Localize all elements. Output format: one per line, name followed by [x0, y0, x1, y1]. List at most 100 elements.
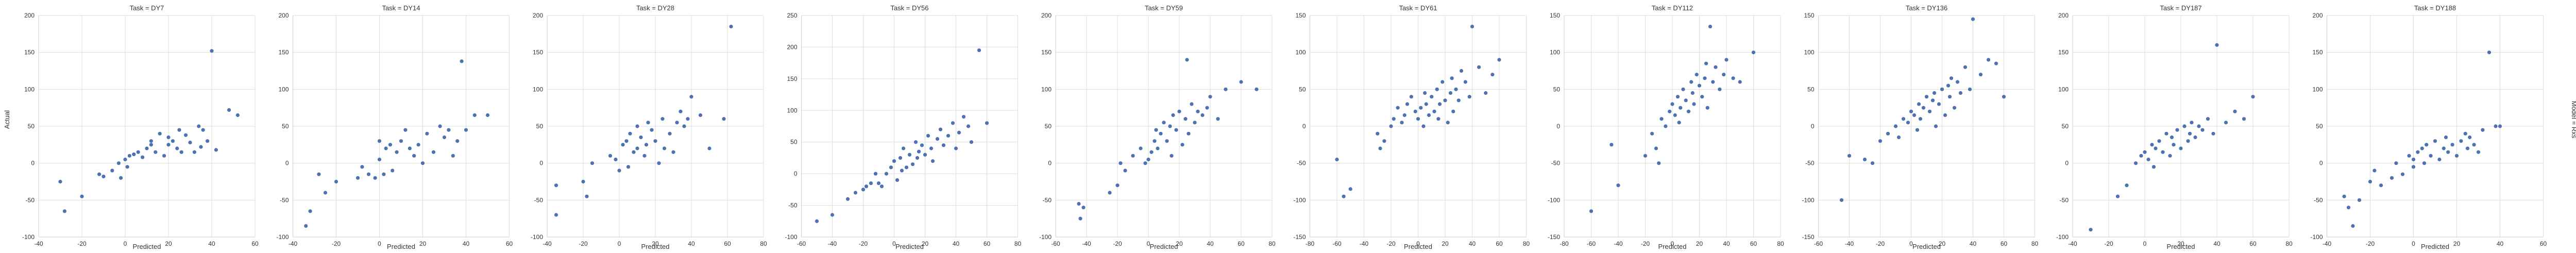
- x-axis-label: Predicted: [2167, 243, 2195, 250]
- facet-panel: -100 -50 0 50 100 150 200 -60 -40 -20 0 20 40 60 80 Tas…: [1039, 4, 1276, 250]
- y-tick-label: -100: [785, 233, 797, 241]
- data-point: [1978, 73, 1983, 77]
- facet-title: Task = DY136: [1906, 4, 1947, 12]
- data-point: [2154, 146, 2158, 150]
- data-point: [920, 143, 924, 147]
- data-point: [2468, 135, 2472, 140]
- x-tick-label: 20: [652, 240, 659, 247]
- data-point: [1165, 139, 1169, 143]
- data-point: [308, 209, 312, 213]
- data-point: [1146, 157, 1150, 162]
- data-point: [227, 108, 231, 112]
- data-point: [1940, 87, 1944, 91]
- y-tick-label: 200: [1041, 12, 1052, 19]
- data-point: [2394, 161, 2398, 165]
- data-point: [1421, 124, 1426, 128]
- data-point: [188, 140, 192, 145]
- data-point: [621, 143, 625, 147]
- data-point: [1968, 87, 1972, 91]
- data-point: [1963, 65, 1968, 69]
- y-tick-label: 100: [787, 107, 797, 114]
- data-point: [1986, 58, 1991, 62]
- data-point: [2143, 150, 2147, 154]
- data-point: [1081, 206, 1086, 210]
- data-point: [1162, 121, 1166, 125]
- data-point: [416, 143, 420, 147]
- data-point: [2215, 43, 2219, 47]
- data-point: [141, 155, 145, 159]
- data-point: [1932, 91, 1937, 95]
- data-point: [969, 140, 974, 144]
- x-tick-label: 60: [1238, 240, 1245, 247]
- y-tick-label: -50: [1297, 160, 1306, 167]
- data-point: [1430, 95, 1434, 99]
- data-point: [1208, 95, 1212, 99]
- x-tick-label: 40: [1469, 240, 1476, 247]
- x-tick-label: 20: [1442, 240, 1449, 247]
- data-point: [206, 139, 210, 143]
- data-point: [2459, 139, 2463, 143]
- data-point: [1927, 109, 1932, 113]
- data-point: [861, 188, 866, 192]
- y-tick-label: 150: [1041, 49, 1052, 56]
- x-axis-label: Predicted: [1658, 243, 1687, 250]
- data-point: [581, 179, 585, 184]
- data-point: [2206, 117, 2210, 121]
- data-point: [1149, 150, 1154, 154]
- data-point: [845, 197, 850, 201]
- x-tick-label: 20: [165, 240, 172, 247]
- data-point: [1171, 113, 1175, 117]
- data-point: [1216, 117, 1220, 121]
- y-tick-label: -150: [1802, 233, 1814, 241]
- data-point: [391, 168, 395, 173]
- y-tick-label: -100: [1548, 196, 1560, 204]
- facet-title: Task = DY112: [1652, 4, 1693, 12]
- y-tick-label: 100: [1804, 49, 1814, 56]
- y-tick-label: 50: [2062, 123, 2069, 130]
- data-point: [2242, 117, 2246, 121]
- x-tick-label: 20: [1176, 240, 1183, 247]
- y-tick-label: 0: [1302, 123, 1306, 130]
- data-point: [1694, 73, 1699, 77]
- data-point: [1664, 124, 1668, 128]
- x-axis-label: Predicted: [1912, 243, 1941, 250]
- facet-panel: -150 -100 -50 0 50 100 150 -80 -60 -40 -20 0 20 40 60 8…: [1548, 4, 1784, 250]
- facet-title: Task = DY56: [890, 4, 928, 12]
- data-point: [431, 150, 436, 154]
- data-point: [1467, 95, 1471, 99]
- data-point: [1670, 102, 1674, 106]
- y-tick-label: 150: [1550, 12, 1560, 19]
- data-point: [1650, 131, 1654, 136]
- data-point: [1432, 109, 1436, 113]
- data-point: [1949, 76, 1954, 80]
- data-point: [1609, 143, 1614, 147]
- data-point: [938, 127, 943, 131]
- data-point: [1930, 98, 1935, 103]
- x-tick-label: 40: [953, 240, 960, 247]
- data-point: [2463, 131, 2467, 136]
- data-point: [158, 131, 162, 136]
- data-point: [626, 165, 631, 169]
- x-tick-label: 80: [2031, 240, 2039, 247]
- x-tick-label: 0: [618, 240, 621, 247]
- data-point: [707, 146, 711, 150]
- y-tick-label: 150: [24, 49, 35, 56]
- data-point: [1878, 139, 1883, 143]
- data-point: [1751, 50, 1756, 55]
- data-point: [235, 113, 240, 117]
- data-point: [1704, 61, 1708, 65]
- data-point: [2444, 135, 2448, 140]
- data-point: [2115, 194, 2120, 198]
- data-point: [1934, 124, 1938, 128]
- data-point: [2411, 157, 2416, 162]
- data-point: [632, 150, 636, 154]
- data-point: [1376, 131, 1380, 136]
- data-point: [873, 172, 878, 176]
- x-tick-label: 0: [124, 240, 127, 247]
- data-point: [360, 165, 364, 169]
- figure-y-axis-label: Actual: [3, 110, 11, 129]
- data-point: [864, 184, 869, 189]
- data-point: [2164, 131, 2168, 136]
- data-point: [2372, 168, 2377, 173]
- data-point: [403, 128, 408, 132]
